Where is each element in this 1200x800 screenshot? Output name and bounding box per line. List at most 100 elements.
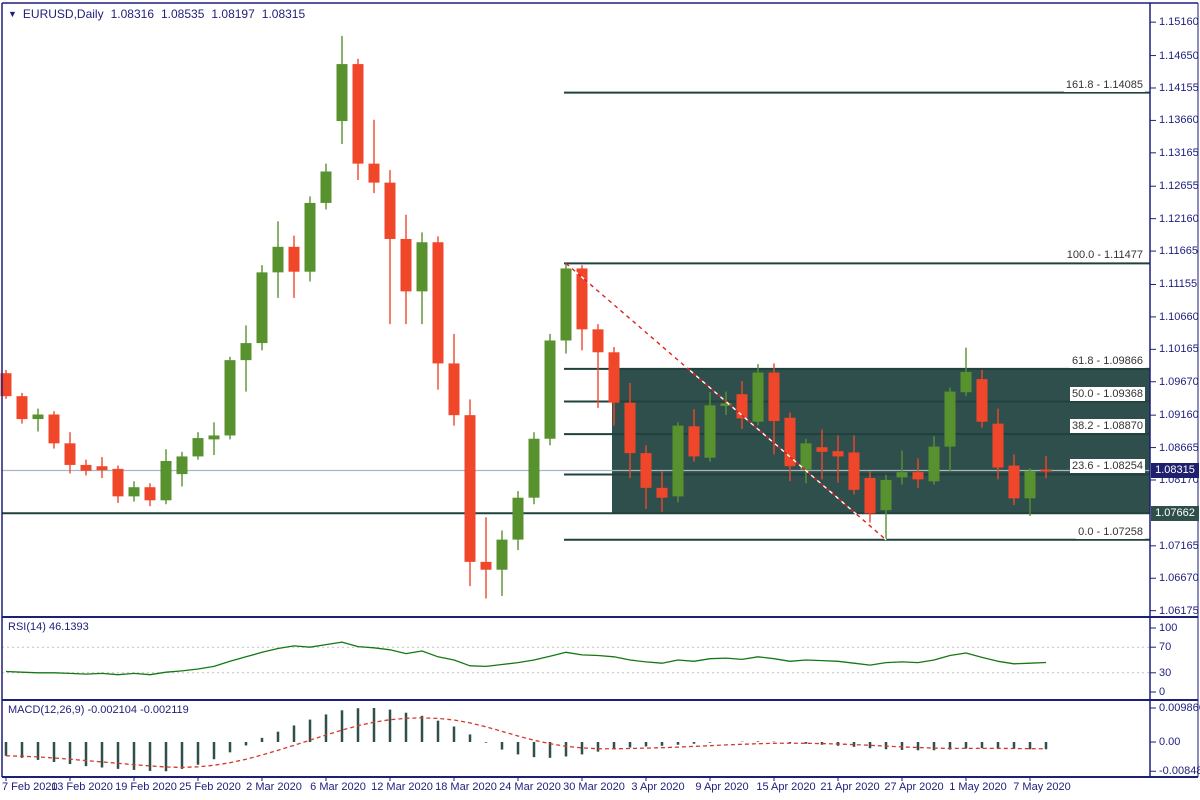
candle-body (432, 242, 444, 364)
candle-body (880, 479, 892, 511)
candle-body (512, 497, 524, 540)
macd-panel-label: MACD(12,26,9) -0.002104 -0.002119 (8, 704, 189, 716)
fib-level-label: 23.6 - 1.08254 (1070, 459, 1145, 474)
candle-body (192, 438, 204, 457)
candle-body (400, 238, 412, 292)
price-axis-label: 1.10660 (1159, 310, 1199, 323)
price-axis-label: 1.10165 (1159, 343, 1199, 356)
date-axis-label: 7 May 2020 (1013, 781, 1071, 793)
candle-body (528, 438, 540, 498)
date-axis-label: 2 Mar 2020 (246, 781, 302, 793)
candle-body (816, 447, 828, 452)
candle-body (208, 435, 220, 440)
candle-body (832, 451, 844, 457)
candle-body (416, 242, 428, 292)
candle-body (240, 343, 252, 361)
date-axis-label: 30 Mar 2020 (563, 781, 625, 793)
price-axis-label: 1.09160 (1159, 409, 1199, 422)
main-chart-area[interactable] (2, 91, 1150, 541)
candle-body (752, 372, 764, 422)
candle-body (800, 443, 812, 470)
date-axis-label: 9 Apr 2020 (695, 781, 749, 793)
candle-body (32, 414, 44, 420)
macd-panel[interactable] (4, 708, 1048, 772)
symbol-period-label: EURUSD,Daily (22, 7, 104, 21)
candle-body (272, 246, 284, 273)
date-axis-label: 3 Apr 2020 (631, 781, 685, 793)
ohlc-high: 1.08535 (161, 7, 205, 21)
candle-body (912, 472, 924, 480)
ohlc-open: 1.08316 (110, 7, 154, 21)
candle-body (16, 396, 28, 420)
candle-body (976, 379, 988, 422)
candle-body (368, 163, 380, 183)
rsi-axis-label: 0 (1159, 686, 1166, 698)
fib-trendline-underlay (565, 262, 887, 541)
candle-body (288, 246, 300, 272)
candle-body (448, 363, 460, 416)
price-axis-label: 1.12160 (1159, 212, 1199, 225)
candle-body (320, 171, 332, 203)
date-axis-label: 24 Mar 2020 (499, 781, 561, 793)
macd-axis-label: -0.008485 (1159, 765, 1200, 778)
date-axis-label: 6 Mar 2020 (310, 781, 366, 793)
candle-body (928, 446, 940, 482)
candle-body (496, 539, 508, 570)
ohlc-low: 1.08197 (211, 7, 255, 21)
date-axis-label: 18 Mar 2020 (435, 781, 497, 793)
rsi-panel-label: RSI(14) 46.1393 (8, 621, 89, 633)
fib-trendline[interactable] (565, 262, 887, 541)
candle-body (160, 461, 172, 501)
ohlc-close: 1.08315 (261, 7, 306, 21)
candle-body (224, 360, 236, 436)
chart-header: ▼ EURUSD,Daily 1.08316 1.08535 1.08197 1.0831… (8, 7, 312, 21)
fib-level-label: 38.2 - 1.08870 (1070, 419, 1145, 434)
candle-body (592, 329, 604, 353)
symbol-dropdown-icon[interactable]: ▼ (8, 9, 17, 19)
candle-body (560, 268, 572, 341)
macd-axis-label: 0.00 (1159, 736, 1181, 748)
candle-body (896, 472, 908, 478)
candle-body (704, 405, 716, 458)
current-price-badge: 1.08315 (1151, 463, 1199, 478)
candle-body (128, 487, 140, 497)
date-axis-label: 7 Feb 2020 (2, 781, 58, 793)
fib-level-label: 161.8 - 1.14085 (1063, 77, 1145, 92)
fib-level-label: 61.8 - 1.09866 (1070, 353, 1145, 368)
candle-body (0, 373, 12, 397)
price-axis-label: 1.11665 (1159, 245, 1198, 258)
price-axis-label: 1.12655 (1159, 180, 1199, 193)
candle-body (768, 372, 780, 422)
candle-body (80, 464, 92, 471)
macd-axis-label: 0.009866 (1159, 702, 1200, 714)
date-axis-label: 27 Apr 2020 (884, 781, 944, 793)
date-axis-label: 12 Mar 2020 (371, 781, 433, 793)
candle-body (624, 402, 636, 454)
candle-body (640, 453, 652, 488)
date-axis-label: 15 Apr 2020 (756, 781, 816, 793)
date-axis-label: 21 Apr 2020 (820, 781, 880, 793)
candle-body (544, 340, 556, 439)
candle-body (720, 403, 732, 406)
candle-body (864, 478, 876, 514)
rsi-axis-label: 30 (1159, 666, 1172, 679)
hline-price-badge: 1.07662 (1151, 505, 1199, 521)
candle-body (48, 414, 60, 444)
candle-body (64, 443, 76, 465)
rsi-line (5, 641, 1047, 676)
candles-group (0, 35, 1052, 599)
candle-body (848, 452, 860, 490)
price-axis-label: 1.14155 (1159, 81, 1199, 94)
candle-body (112, 468, 124, 497)
candle-body (944, 391, 956, 447)
fib-level-label: 50.0 - 1.09368 (1070, 386, 1145, 401)
price-axis-label: 1.15160 (1159, 16, 1199, 29)
price-axis-label: 1.07165 (1159, 539, 1199, 552)
macd-signal-line (5, 717, 1047, 769)
candle-body (256, 272, 268, 344)
rsi-panel[interactable] (2, 641, 1150, 676)
rsi-axis-label: 70 (1159, 641, 1172, 654)
price-axis-label: 1.06175 (1159, 604, 1199, 617)
